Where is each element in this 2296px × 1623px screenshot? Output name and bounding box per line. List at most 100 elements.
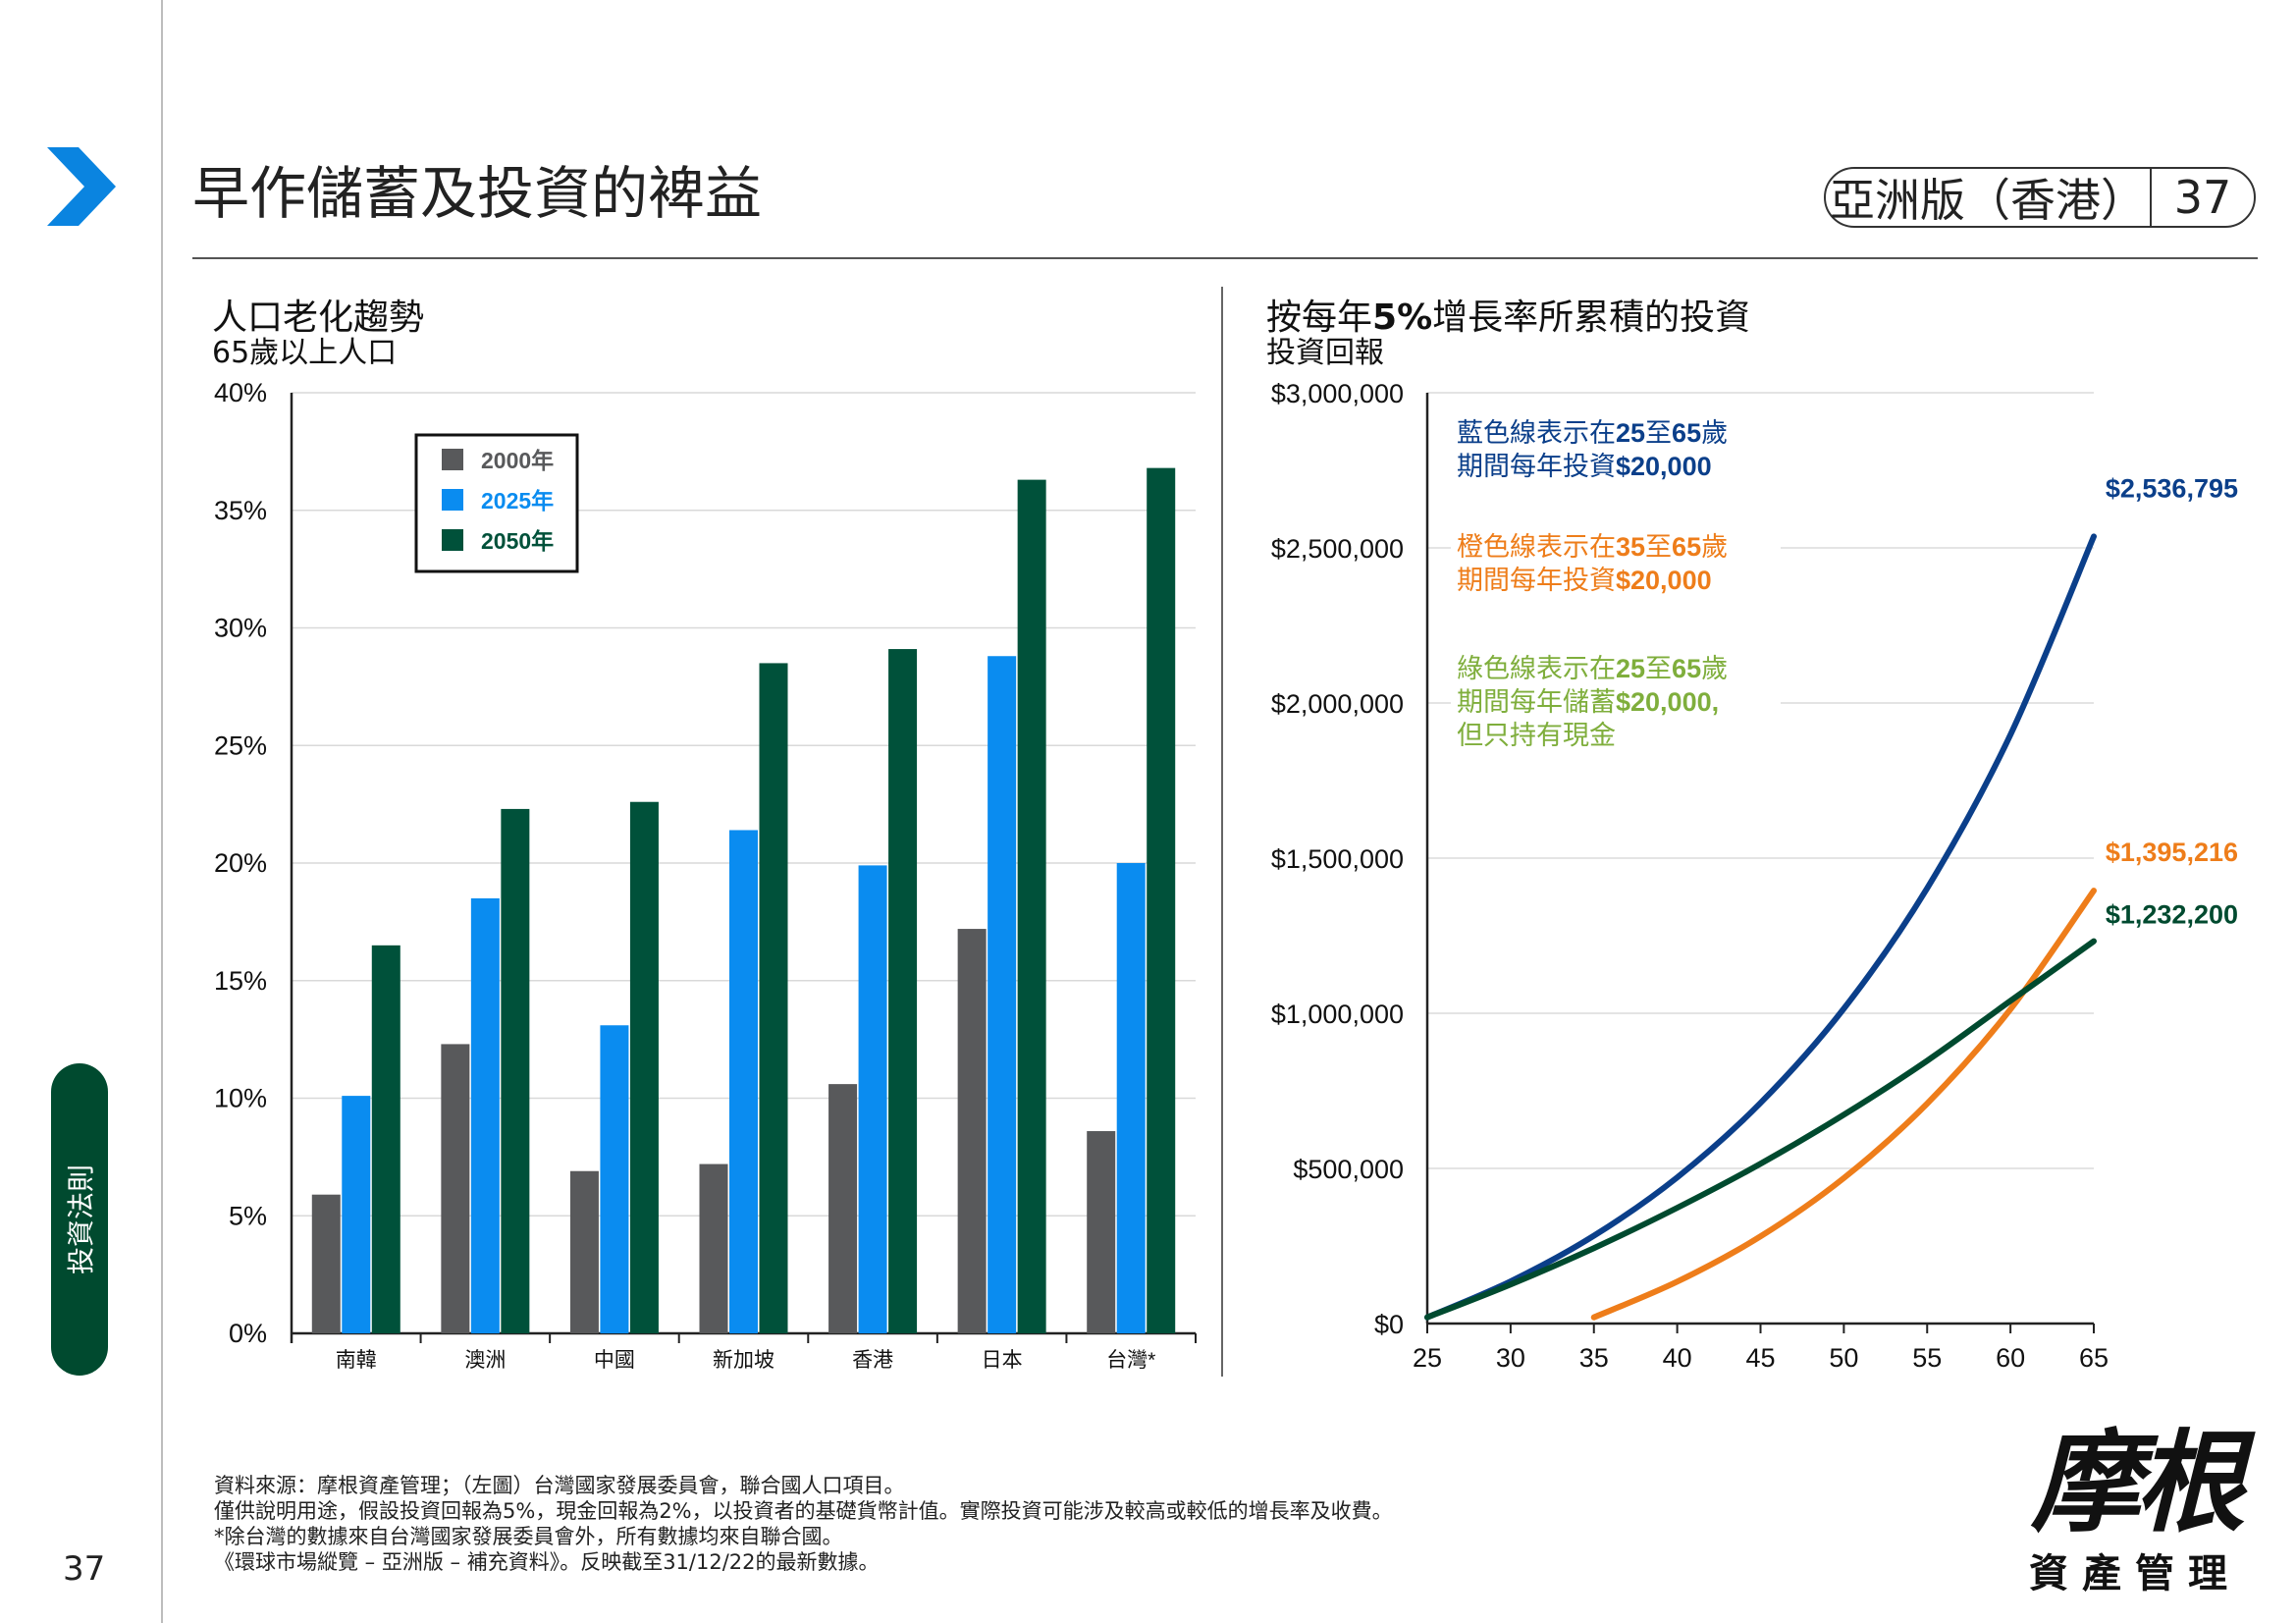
right-chart-title: 按每年5%增長率所累積的投資 bbox=[1266, 289, 1750, 340]
y-tick-label: 20% bbox=[214, 848, 267, 878]
y-tick-label: $500,000 bbox=[1293, 1155, 1404, 1184]
y-tick-label: $1,000,000 bbox=[1271, 1000, 1404, 1029]
logo-mark: 摩根 bbox=[2031, 1419, 2245, 1547]
bar-2050年 bbox=[1017, 479, 1046, 1333]
annotation-segment: 期間每年投資 bbox=[1457, 452, 1616, 481]
annotation-segment: 25 bbox=[1616, 418, 1645, 448]
y-tick-label: $3,000,000 bbox=[1271, 379, 1404, 408]
annotation-segment: $20,000 bbox=[1616, 566, 1712, 595]
end-label-blue: $2,536,795 bbox=[2106, 473, 2238, 503]
y-tick-label: 10% bbox=[214, 1084, 267, 1113]
annotation-segment: 歲 bbox=[1701, 654, 1728, 683]
annotation-segment: 期間每年投資 bbox=[1457, 566, 1616, 595]
x-tick-label: 50 bbox=[1829, 1343, 1858, 1373]
right-title-rate: 5% bbox=[1372, 298, 1433, 338]
bar-2050年 bbox=[371, 945, 400, 1333]
annotation-segment: 橙色線表示在 bbox=[1457, 532, 1616, 562]
bar-2050年 bbox=[629, 801, 659, 1333]
footnote-line: *除台灣的數據來自台灣國家發展委員會外，所有數據均來自聯合國。 bbox=[214, 1525, 843, 1548]
left-chart-subtitle: 65歲以上人口 bbox=[212, 336, 398, 370]
badge-divider bbox=[2150, 167, 2152, 228]
badge-page-number: 37 bbox=[2173, 171, 2232, 224]
x-tick-label: 60 bbox=[1996, 1343, 2025, 1373]
left-margin-rule bbox=[161, 0, 163, 1623]
y-tick-label: 25% bbox=[214, 730, 267, 760]
legend-swatch bbox=[442, 489, 463, 511]
y-tick-label: 15% bbox=[214, 966, 267, 996]
jp-morgan-logo: 摩根 資產管理 bbox=[2012, 1394, 2258, 1596]
x-category-label: 台灣* bbox=[1106, 1349, 1155, 1372]
bar-2000年 bbox=[1087, 1131, 1116, 1333]
right-title-part-1: 按每年 bbox=[1266, 298, 1373, 338]
footnote-line: 資料來源：摩根資產管理；（左圖）台灣國家發展委員會，聯合國人口項目。 bbox=[214, 1474, 905, 1497]
x-tick-label: 40 bbox=[1663, 1343, 1692, 1373]
legend-label: 2050年 bbox=[481, 528, 554, 554]
footnote-line: 僅供說明用途，假設投資回報為5%，現金回報為2%，以投資者的基礎貨幣計值。實際投… bbox=[214, 1499, 1393, 1523]
bar-2025年 bbox=[729, 830, 758, 1333]
y-tick-label: $2,000,000 bbox=[1271, 689, 1404, 719]
bar-2025年 bbox=[988, 656, 1017, 1333]
edition-badge: 亞洲版（香港） 37 bbox=[1824, 167, 2256, 228]
bar-2000年 bbox=[828, 1084, 858, 1333]
x-category-label: 澳洲 bbox=[464, 1349, 506, 1372]
x-category-label: 香港 bbox=[852, 1349, 893, 1372]
bar-2000年 bbox=[569, 1170, 599, 1333]
bar-2050年 bbox=[501, 808, 530, 1333]
logo-subtitle: 資產管理 bbox=[2029, 1551, 2241, 1596]
annotation-segment: 歲 bbox=[1701, 418, 1728, 448]
annotation-lightgreen: 期間每年儲蓄$20,000, bbox=[1457, 687, 1719, 717]
annotation-lightgreen: 但只持有現金 bbox=[1457, 721, 1616, 750]
panel-divider bbox=[1221, 287, 1223, 1377]
bar-2025年 bbox=[600, 1025, 629, 1333]
line-orange bbox=[1590, 888, 2097, 1321]
bar-2000年 bbox=[441, 1044, 470, 1333]
annotation-segment: $20,000, bbox=[1616, 687, 1719, 717]
annotation-segment: 65 bbox=[1672, 532, 1701, 562]
y-tick-label: 40% bbox=[214, 378, 267, 407]
annotation-segment: 藍色線表示在 bbox=[1457, 418, 1616, 448]
bar-2025年 bbox=[470, 897, 500, 1333]
legend-swatch bbox=[442, 449, 463, 470]
page-title: 早作儲蓄及投資的裨益 bbox=[192, 160, 763, 227]
x-category-label: 新加坡 bbox=[713, 1349, 774, 1372]
annotation-segment: 25 bbox=[1616, 654, 1645, 683]
legend-swatch bbox=[442, 529, 463, 551]
chevron-right-icon bbox=[47, 147, 116, 226]
end-label-green: $1,232,200 bbox=[2106, 900, 2238, 930]
bar-2025年 bbox=[858, 865, 887, 1333]
bar-2000年 bbox=[699, 1163, 728, 1333]
annotation-segment: 65 bbox=[1672, 654, 1701, 683]
y-tick-label: 0% bbox=[229, 1319, 267, 1348]
bar-2050年 bbox=[759, 663, 788, 1333]
x-tick-label: 35 bbox=[1579, 1343, 1609, 1373]
left-chart-title: 人口老化趨勢 bbox=[212, 298, 425, 338]
right-title-part-3: 增長率所累積的投資 bbox=[1432, 298, 1751, 338]
annotation-blue: 藍色線表示在25至65歲 bbox=[1457, 418, 1728, 448]
bar-2000年 bbox=[311, 1194, 341, 1333]
end-label-orange: $1,395,216 bbox=[2106, 838, 2238, 867]
y-tick-label: $1,500,000 bbox=[1271, 844, 1404, 874]
x-tick-label: 30 bbox=[1496, 1343, 1525, 1373]
x-tick-label: 45 bbox=[1745, 1343, 1775, 1373]
line-blue bbox=[1424, 533, 2097, 1321]
edition-label: 亞洲版（香港） bbox=[1830, 174, 2146, 227]
annotation-segment: 但只持有現金 bbox=[1457, 721, 1616, 750]
y-tick-label: 35% bbox=[214, 496, 267, 525]
x-category-label: 中國 bbox=[594, 1349, 635, 1372]
annotation-orange: 期間每年投資$20,000 bbox=[1457, 566, 1712, 595]
annotation-segment: 至 bbox=[1645, 532, 1672, 562]
bar-2050年 bbox=[1147, 467, 1176, 1333]
y-tick-label: 5% bbox=[229, 1201, 267, 1230]
side-tab[interactable] bbox=[51, 1063, 108, 1376]
annotation-backdrop bbox=[1451, 412, 1781, 756]
annotation-blue: 期間每年投資$20,000 bbox=[1457, 452, 1712, 481]
annotation-segment: 35 bbox=[1616, 532, 1645, 562]
annotation-segment: 至 bbox=[1645, 418, 1672, 448]
footnote-line: 《環球市場縱覽 – 亞洲版 – 補充資料》。反映截至31/12/22的最新數據。 bbox=[214, 1550, 880, 1574]
footer-page-number: 37 bbox=[63, 1549, 106, 1589]
annotation-segment: 65 bbox=[1672, 418, 1701, 448]
x-category-label: 日本 bbox=[982, 1349, 1023, 1372]
annotation-segment: 至 bbox=[1645, 654, 1672, 683]
y-tick-label: $0 bbox=[1374, 1310, 1404, 1339]
